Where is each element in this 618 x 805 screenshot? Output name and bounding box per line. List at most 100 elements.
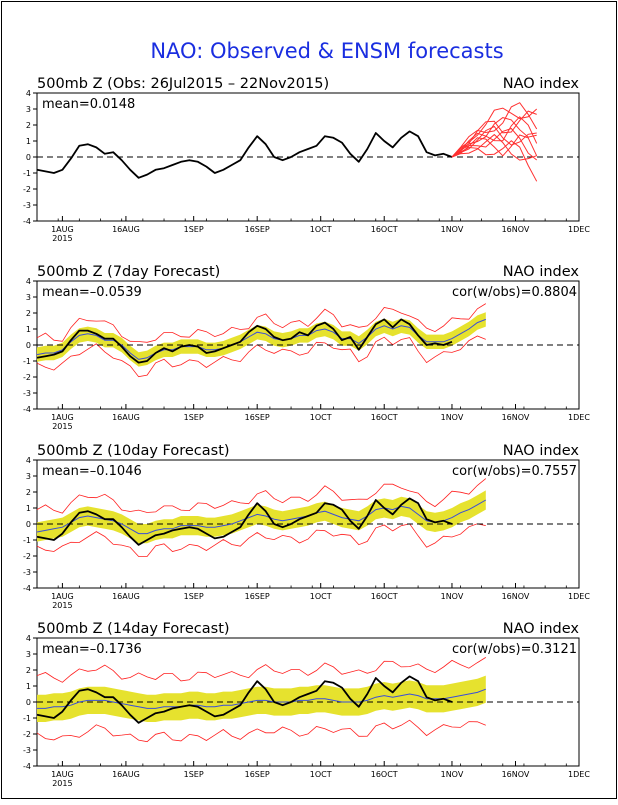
y-tick-label: 3	[26, 293, 31, 302]
x-tick-label: 16OCT	[371, 770, 398, 779]
ensemble-min-line	[36, 719, 486, 743]
y-tick-label: -3	[23, 568, 31, 577]
panel-title: 500mb Z (14day Forecast)	[37, 621, 230, 637]
y-tick-label: -2	[23, 552, 31, 561]
y-tick-label: -4	[23, 584, 31, 593]
x-tick-label: 16SEP	[245, 225, 270, 234]
panel-2: 500mb Z (7day Forecast) NAO index 4 3 2 1 0 -1 -…	[23, 264, 590, 431]
forecast-member-line	[451, 102, 538, 158]
cor-label-bg	[418, 463, 577, 478]
forecast-member-line	[451, 133, 537, 161]
x-tick-label: 16SEP	[245, 770, 270, 779]
x-tick-label: 16AUG	[112, 225, 140, 234]
x-tick-label: 1OCT	[310, 592, 332, 601]
y-tick-label: 0	[26, 341, 31, 350]
ensemble-mean-line	[36, 318, 486, 360]
y-tick-label: 4	[26, 634, 31, 643]
panel-index-label: NAO index	[503, 264, 580, 280]
x-tick-label: 1NOV	[441, 770, 464, 779]
x-tick-label: 1DEC	[568, 225, 590, 234]
y-tick-label: -4	[23, 217, 31, 226]
forecast-member-line	[451, 125, 537, 158]
x-tick-label: 16OCT	[371, 592, 398, 601]
x-tick-label: 1AUG	[51, 225, 74, 234]
x-tick-label: 1SEP	[184, 770, 204, 779]
mean-label-bg	[39, 463, 133, 478]
x-tick-label: 1NOV	[441, 413, 464, 422]
y-tick-label: 3	[26, 650, 31, 659]
y-tick-label: 4	[26, 456, 31, 465]
x-year-label: 2015	[52, 234, 72, 243]
observed-nao-line	[36, 318, 453, 364]
x-tick-label: 16AUG	[112, 413, 140, 422]
panel-1: 500mb Z (Obs: 26Jul2015 – 22Nov2015) NAO …	[23, 76, 590, 243]
y-tick-label: 1	[26, 325, 31, 334]
panel-title: 500mb Z (10day Forecast)	[37, 443, 230, 459]
y-tick-label: -1	[23, 714, 31, 723]
y-tick-label: -3	[23, 746, 31, 755]
y-tick-label: -3	[23, 389, 31, 398]
panel-title: 500mb Z (Obs: 26Jul2015 – 22Nov2015)	[37, 76, 329, 92]
correlation-label: cor(w/obs)=0.3121	[452, 642, 577, 657]
forecast-member-line	[451, 127, 538, 161]
x-tick-label: 1AUG	[51, 592, 74, 601]
correlation-label: cor(w/obs)=0.8804	[452, 285, 577, 300]
y-tick-label: 4	[26, 89, 31, 98]
y-tick-label: -1	[23, 169, 31, 178]
x-year-label: 2015	[52, 601, 72, 610]
observed-nao-line	[36, 130, 453, 179]
x-tick-label: 16NOV	[502, 413, 530, 422]
x-tick-label: 16SEP	[245, 413, 270, 422]
ensemble-min-line	[36, 523, 486, 557]
x-tick-label: 16NOV	[502, 770, 530, 779]
forecast-member-line	[451, 107, 538, 158]
figure-title: NAO: Observed & ENSM forecasts	[150, 39, 503, 63]
ensemble-max-line	[36, 478, 487, 514]
ensemble-max-line	[36, 657, 487, 683]
ensemble-min-line	[36, 335, 486, 378]
ensemble-mean-line	[36, 499, 487, 535]
y-tick-label: -2	[23, 185, 31, 194]
x-tick-label: 1AUG	[51, 413, 74, 422]
x-tick-label: 1SEP	[184, 592, 204, 601]
y-tick-label: 0	[26, 153, 31, 162]
panels-group: 500mb Z (Obs: 26Jul2015 – 22Nov2015) NAO …	[23, 76, 590, 788]
y-tick-label: 1	[26, 682, 31, 691]
cor-label-bg	[418, 641, 577, 656]
ensemble-spread-band	[37, 312, 486, 367]
y-tick-label: -2	[23, 373, 31, 382]
x-tick-label: 16NOV	[502, 225, 530, 234]
mean-label: mean=–0.1046	[42, 464, 142, 479]
ensemble-mean-line	[37, 688, 486, 709]
ensemble-spread-band	[37, 675, 486, 722]
panel-title: 500mb Z (7day Forecast)	[37, 264, 220, 280]
observed-nao-line	[36, 497, 453, 546]
y-tick-label: 0	[26, 520, 31, 529]
panel-index-label: NAO index	[503, 443, 580, 459]
panel-index-label: NAO index	[503, 76, 580, 92]
y-tick-label: 1	[26, 504, 31, 513]
y-tick-label: -3	[23, 201, 31, 210]
forecast-member-line	[451, 134, 538, 158]
y-tick-label: 2	[26, 666, 31, 675]
cor-label-bg	[418, 284, 577, 299]
mean-label: mean=–0.1736	[42, 642, 142, 657]
y-tick-label: -1	[23, 357, 31, 366]
x-tick-label: 1OCT	[310, 225, 332, 234]
x-tick-label: 1SEP	[184, 225, 204, 234]
panel-4: 500mb Z (14day Forecast) NAO index 4 3 2 1 0 -1…	[23, 621, 590, 788]
y-tick-label: -4	[23, 762, 31, 771]
y-tick-label: 0	[26, 698, 31, 707]
x-tick-label: 16AUG	[112, 770, 140, 779]
x-year-label: 2015	[52, 422, 72, 431]
mean-label-bg	[39, 641, 133, 656]
panel-index-label: NAO index	[503, 621, 580, 637]
observed-nao-line	[36, 675, 453, 724]
mean-label: mean=–0.0539	[42, 285, 142, 300]
y-tick-label: 2	[26, 309, 31, 318]
mean-label-bg	[39, 284, 133, 299]
x-tick-label: 1DEC	[568, 592, 590, 601]
